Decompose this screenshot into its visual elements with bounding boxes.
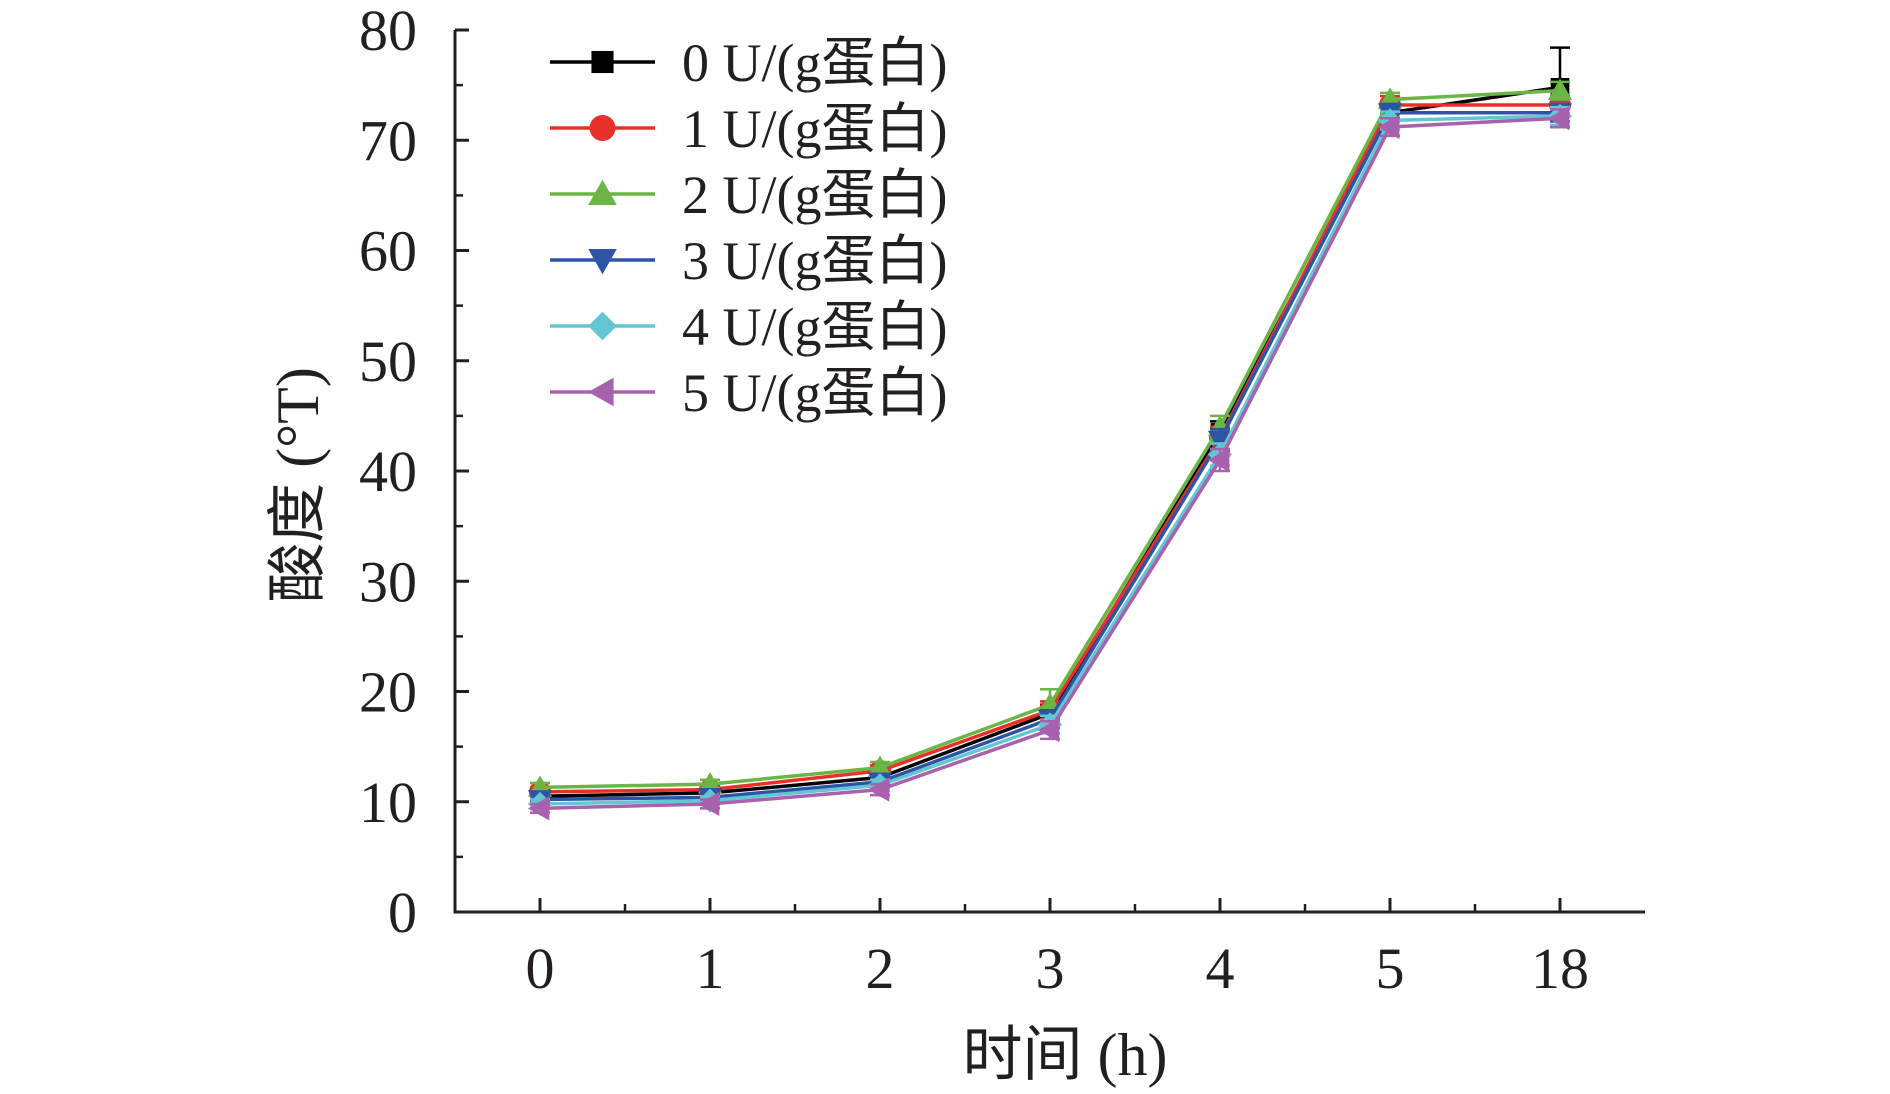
x-tick-label: 1 (696, 936, 725, 1001)
data-point (527, 796, 550, 821)
data-point (697, 791, 720, 817)
data-point (1037, 717, 1060, 743)
legend-label: 0 U/(g蛋白) (682, 33, 947, 93)
y-tick-label: 40 (359, 439, 417, 504)
legend-marker (588, 248, 617, 275)
y-tick-label: 60 (359, 219, 417, 284)
y-tick-label: 70 (359, 108, 417, 173)
x-tick-label: 4 (1206, 936, 1235, 1001)
x-tick-label: 3 (1036, 936, 1065, 1001)
data-point (867, 777, 890, 802)
legend-marker (588, 179, 617, 206)
legend-entry-4: 4 U/(g蛋白) (550, 297, 947, 357)
legend-entry-3: 3 U/(g蛋白) (550, 231, 947, 291)
data-point (867, 755, 893, 777)
data-point (1547, 106, 1570, 131)
legend-label: 1 U/(g蛋白) (682, 99, 947, 159)
x-tick-label: 2 (866, 936, 895, 1001)
y-tick-label: 0 (388, 880, 417, 945)
data-point (1377, 114, 1400, 140)
legend-entry-1: 1 U/(g蛋白) (550, 99, 947, 159)
y-tick-label: 80 (359, 0, 417, 63)
x-tick-label: 18 (1531, 936, 1589, 1001)
legend-marker (588, 311, 617, 341)
series-layer (527, 46, 1573, 821)
legend-label: 5 U/(g蛋白) (682, 363, 947, 423)
data-point (1547, 78, 1573, 100)
data-point (1207, 447, 1230, 473)
legend-label: 3 U/(g蛋白) (682, 231, 947, 291)
legend-marker (591, 50, 614, 74)
x-tick-label: 0 (526, 936, 555, 1001)
legend-entry-5: 5 U/(g蛋白) (550, 363, 947, 423)
y-tick-label: 20 (359, 660, 417, 725)
x-tick-label: 5 (1376, 936, 1405, 1001)
legend-label: 4 U/(g蛋白) (682, 297, 947, 357)
legend-marker (589, 115, 616, 141)
x-axis-title: 时间 (h) (963, 1022, 1168, 1088)
legend-entry-2: 2 U/(g蛋白) (550, 165, 947, 225)
series-5 (527, 106, 1570, 821)
legend-label: 2 U/(g蛋白) (682, 165, 947, 225)
legend-entry-0: 0 U/(g蛋白) (550, 33, 947, 93)
y-tick-label: 10 (359, 770, 417, 835)
data-point (1207, 430, 1233, 453)
legend-layer: 0 U/(g蛋白)1 U/(g蛋白)2 U/(g蛋白)3 U/(g蛋白)4 U/… (550, 33, 947, 423)
y-tick-label: 50 (359, 329, 417, 394)
legend-marker (588, 377, 614, 407)
y-tick-label: 30 (359, 549, 417, 614)
y-axis-title: 酸度 (°T) (265, 367, 331, 603)
axes-layer: 0 10 20 30 40 50 60 70 80 0 1 2 3 4 5 18 (359, 0, 1645, 1001)
